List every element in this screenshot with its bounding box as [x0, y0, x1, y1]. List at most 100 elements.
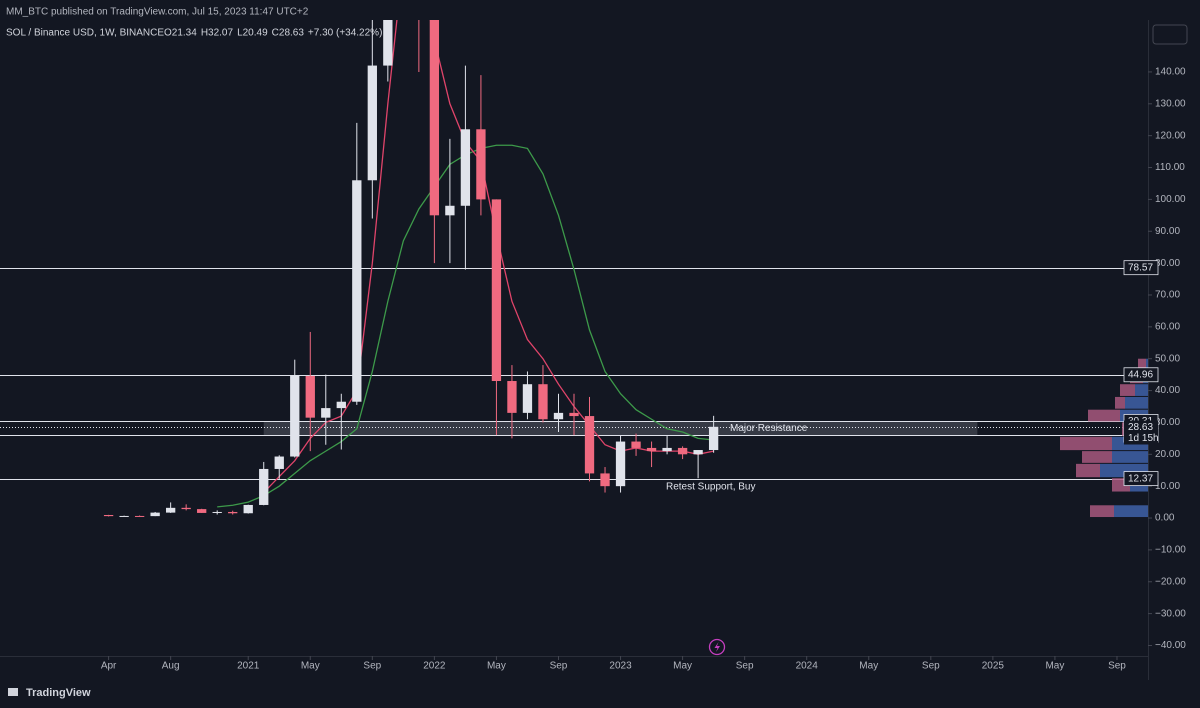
volume-up: [1125, 396, 1148, 409]
volume-down: [1115, 396, 1125, 409]
x-tick-label: Sep: [922, 661, 940, 672]
volume-down: [1076, 463, 1100, 478]
candle-body: [538, 384, 548, 420]
y-tick-label: −40.00: [1155, 640, 1186, 651]
candle-body: [677, 447, 688, 455]
level-label: 78.57: [1128, 262, 1153, 273]
y-tick-label: 10.00: [1155, 481, 1180, 492]
x-tick-label: 2022: [423, 661, 446, 672]
y-tick-label: 0.00: [1155, 513, 1175, 524]
publisher-header: MM_BTC published on TradingView.com, Jul…: [6, 7, 309, 18]
y-tick-label: −20.00: [1155, 576, 1186, 587]
x-tick-label: 2025: [982, 661, 1005, 672]
candle-body: [507, 381, 517, 413]
volume-down: [1060, 436, 1112, 451]
candle-body: [460, 129, 471, 206]
candle-body: [383, 20, 393, 66]
y-tick-label: −30.00: [1155, 608, 1186, 619]
candle-body: [367, 65, 377, 181]
y-tick-label: 110.00: [1155, 162, 1185, 173]
candle-body: [615, 441, 626, 487]
event-icon[interactable]: [708, 638, 726, 656]
volume-up: [1112, 451, 1148, 463]
candle-body: [212, 511, 222, 513]
y-tick-label: 70.00: [1155, 290, 1180, 301]
x-tick-label: 2023: [609, 661, 632, 672]
resistance-zone: [263, 421, 978, 436]
y-tick-label: 140.00: [1155, 67, 1186, 78]
x-tick-label: Sep: [1108, 661, 1126, 672]
candle-body: [274, 456, 284, 469]
candle-body: [228, 511, 238, 514]
ohlc-value: O21.34: [164, 28, 197, 39]
candle-body: [553, 412, 564, 420]
x-tick-label: May: [487, 661, 506, 672]
candle-body: [259, 468, 269, 505]
candle-body: [445, 205, 455, 216]
brand-name: TradingView: [26, 687, 91, 699]
x-tick-label: Sep: [363, 661, 381, 672]
ohlc-legend: O21.34 H32.07 L20.49 C28.63 +7.30 (+34.22%): [164, 28, 382, 39]
y-tick-label: 120.00: [1155, 130, 1186, 141]
axes: Major Resistance Retest Support, Buy 140.0…: [101, 67, 1186, 672]
candle-body: [708, 426, 719, 451]
candle-body: [662, 447, 672, 452]
level-tag: [1123, 367, 1159, 383]
candle-body: [197, 509, 207, 513]
x-tick-label: 2021: [237, 661, 260, 672]
candle-body: [181, 507, 191, 510]
candle-body: [352, 180, 362, 402]
candle-body: [491, 199, 502, 382]
candle-body: [134, 515, 145, 517]
candle-body: [290, 375, 300, 457]
candle-body: [631, 441, 641, 448]
countdown-label: 1d 15h: [1128, 433, 1159, 444]
volume-up: [1114, 505, 1148, 518]
last-price-label: 28.63: [1128, 422, 1153, 433]
candle-body: [305, 375, 315, 418]
x-tick-label: May: [859, 661, 878, 672]
y-tick-label: 80.00: [1155, 258, 1180, 269]
volume-down: [1120, 384, 1135, 396]
candle-body: [103, 515, 114, 517]
y-tick-label: 100.00: [1155, 194, 1186, 205]
volume-up: [1146, 358, 1148, 371]
level-tag: [1123, 260, 1159, 276]
settings-box[interactable]: [1152, 24, 1188, 45]
y-tick-label: 130.00: [1155, 98, 1186, 109]
candle-body: [476, 129, 486, 200]
y-tick-label: 20.00: [1155, 449, 1180, 460]
candle-body: [150, 512, 160, 517]
candle-body: [646, 447, 657, 452]
y-tick-label: 90.00: [1155, 226, 1180, 237]
x-tick-label: Aug: [162, 661, 180, 672]
x-tick-label: May: [301, 661, 320, 672]
volume-down: [1088, 409, 1120, 422]
ohlc-value: C28.63: [272, 28, 305, 39]
plot-area: [0, 20, 1148, 518]
ohlc-value: +7.30 (+34.22%): [308, 28, 383, 39]
x-tick-label: Sep: [550, 661, 568, 672]
candle-body: [165, 507, 176, 513]
level-label: 12.37: [1128, 473, 1153, 484]
y-tick-label: 60.00: [1155, 321, 1180, 332]
level-tag: [1123, 471, 1159, 487]
x-tick-label: May: [673, 661, 692, 672]
y-tick-label: −10.00: [1155, 545, 1186, 556]
x-tick-label: Apr: [101, 661, 117, 672]
candle-body: [243, 504, 253, 514]
candle-body: [119, 515, 129, 517]
level-label: 44.96: [1128, 369, 1153, 380]
y-tick-label: 40.00: [1155, 385, 1180, 396]
ohlc-value: H32.07: [201, 28, 234, 39]
moving-average: [263, 20, 714, 493]
price-tag: [1124, 420, 1158, 445]
zone-label: Major Resistance: [730, 423, 808, 434]
volume-down: [1082, 451, 1112, 463]
candle-body: [600, 473, 610, 487]
volume-up: [1135, 384, 1148, 396]
candle-body: [429, 20, 440, 216]
candle-body: [693, 450, 703, 455]
